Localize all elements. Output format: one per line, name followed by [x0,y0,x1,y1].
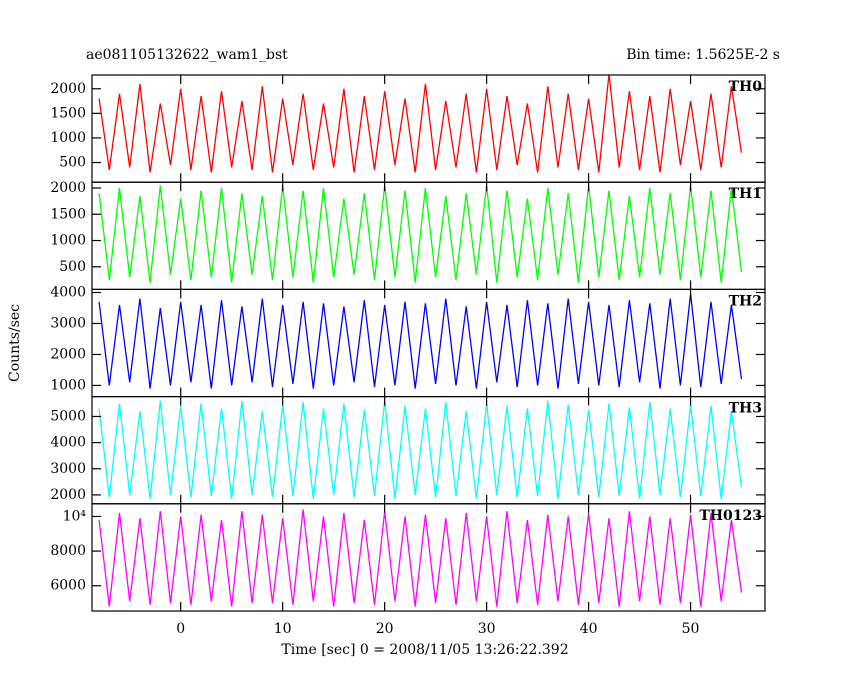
panel-frame [91,396,766,505]
y-tick-label: 5000 [50,408,86,424]
y-tick-label: 2000 [50,487,86,503]
y-tick-label: 2000 [50,81,86,97]
y-tick-label: 6000 [50,578,86,594]
y-tick-label: 2000 [50,180,86,196]
x-tick-label: 40 [580,621,598,637]
panel-frame [91,181,766,290]
chart-title: ae081105132622_wam1_bst [86,47,288,63]
x-tick-label: 50 [682,621,700,637]
x-tick-label: 20 [376,621,394,637]
data-line [98,185,743,283]
x-axis-label: Time [sec] 0 = 2008/11/05 13:26:22.392 [281,642,568,658]
panel-label: TH0123 [699,508,762,524]
y-tick-label: 1500 [50,206,86,222]
panel-frame [91,74,766,183]
panel-label: TH2 [729,293,762,309]
y-tick-label: 500 [59,155,86,171]
y-tick-label: 1000 [50,233,86,249]
y-tick-label: 500 [59,259,86,275]
data-line [98,509,743,607]
y-tick-label: 3000 [50,315,86,331]
panel-frame [91,503,766,612]
y-tick-label: 4000 [50,284,86,300]
x-tick-label: 0 [176,621,185,637]
y-tick-label: 1500 [50,105,86,121]
y-axis-label: Counts/sec [7,304,23,382]
y-tick-label: 1000 [50,377,86,393]
x-tick-label: 30 [478,621,496,637]
data-line [98,400,743,499]
y-tick-label: 10⁴ [63,508,87,524]
panel-label: TH3 [729,401,762,417]
panel-label: TH0 [729,79,763,95]
y-tick-label: 8000 [50,543,86,559]
panel-label: TH1 [729,186,762,202]
y-tick-label: 4000 [50,435,86,451]
data-line [98,75,743,173]
panel-frame [91,288,766,398]
y-tick-label: 2000 [50,346,86,362]
x-tick-label: 10 [274,621,292,637]
y-tick-label: 3000 [50,461,86,477]
data-line [98,293,743,389]
y-tick-label: 1000 [50,130,86,146]
chart-subtitle: Bin time: 1.5625E-2 s [626,47,780,63]
